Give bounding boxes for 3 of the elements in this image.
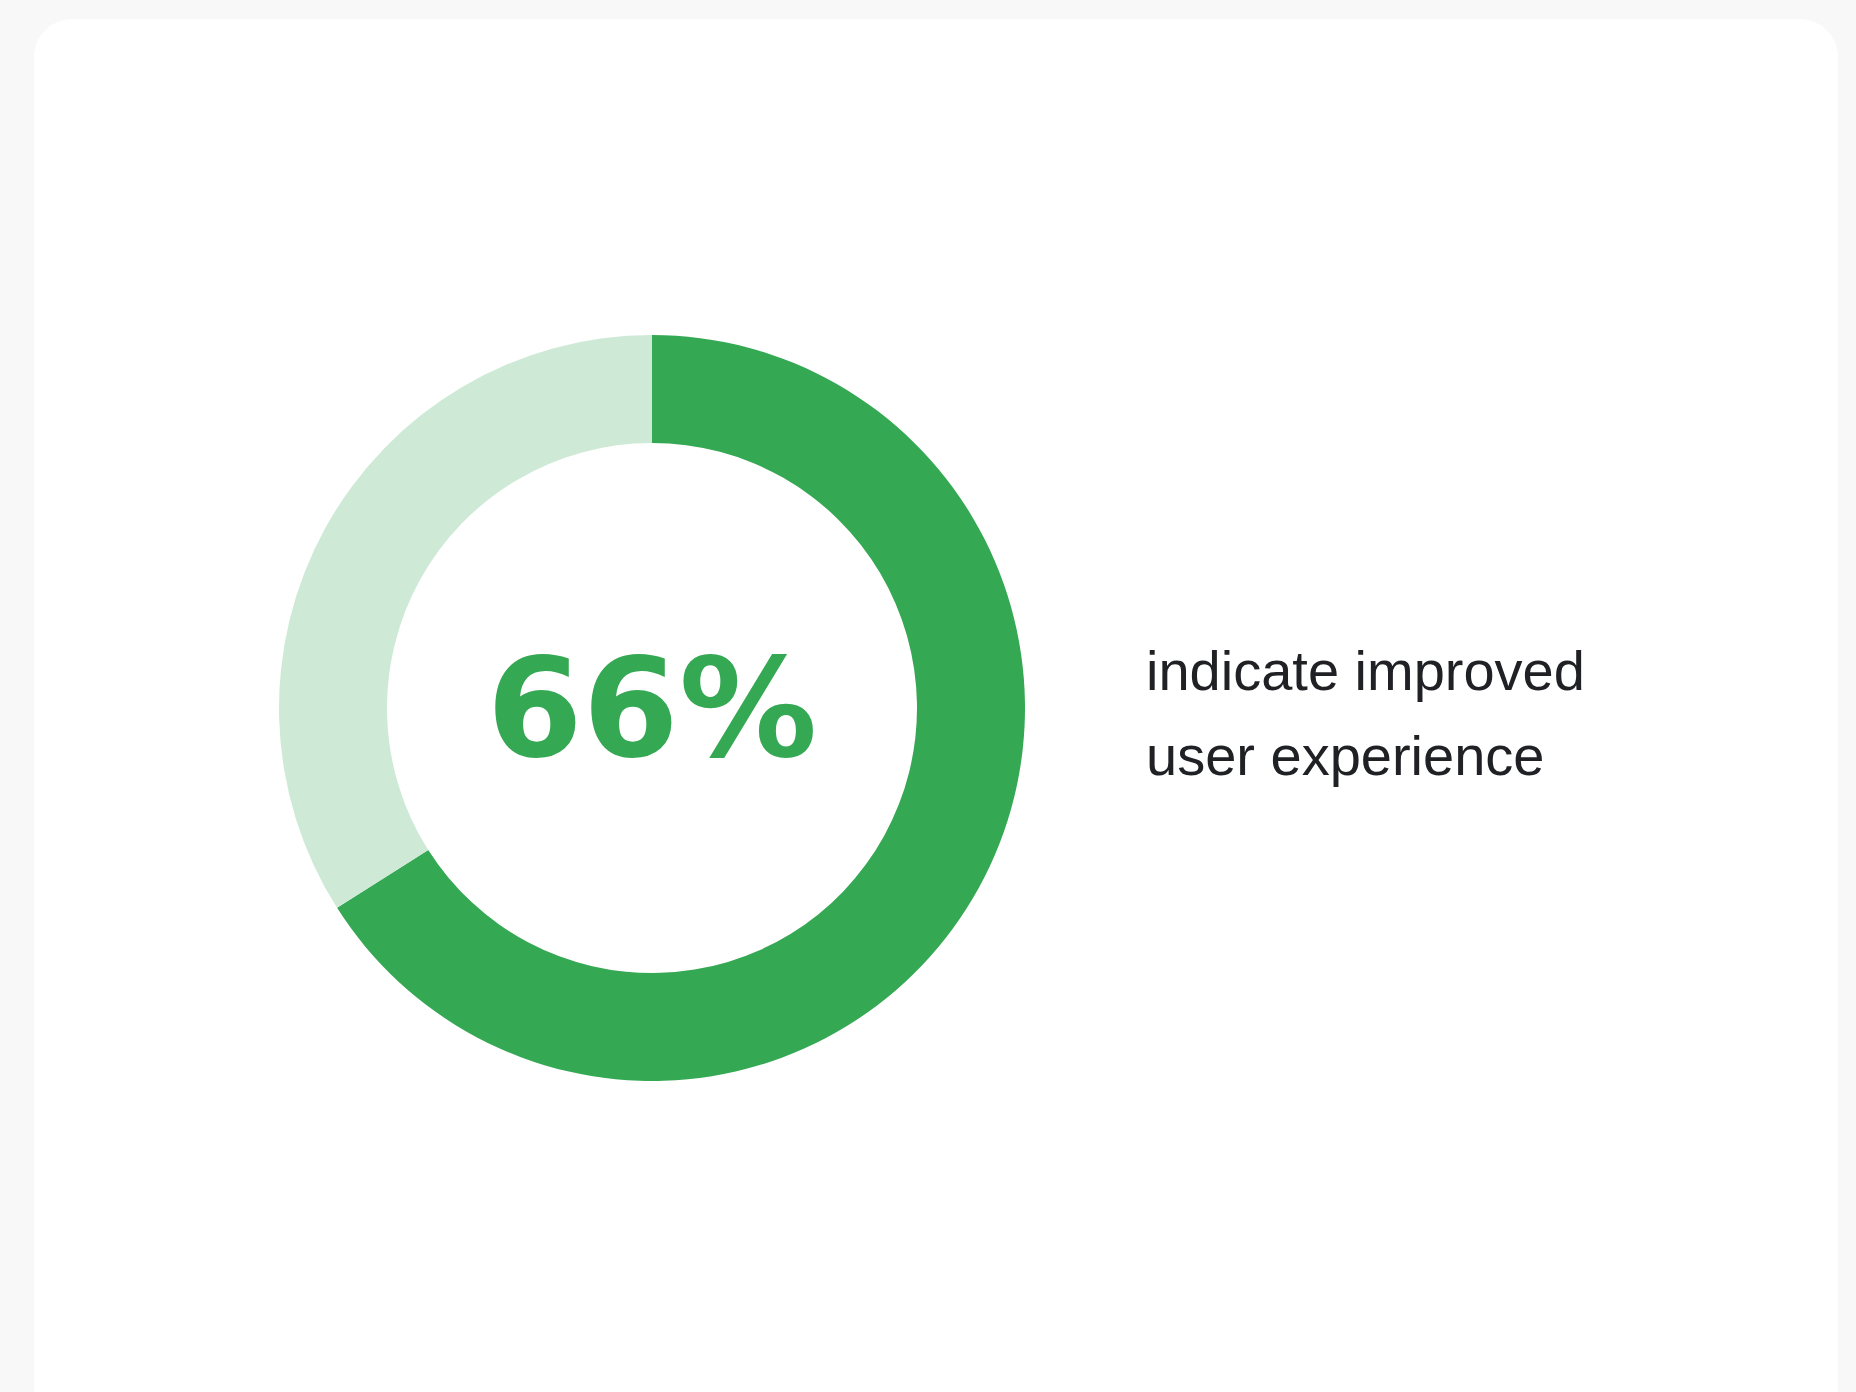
text: indicate improved user experience: [1146, 639, 1585, 787]
donut-slice: [337, 335, 1025, 1081]
text: 66%: [486, 627, 818, 789]
